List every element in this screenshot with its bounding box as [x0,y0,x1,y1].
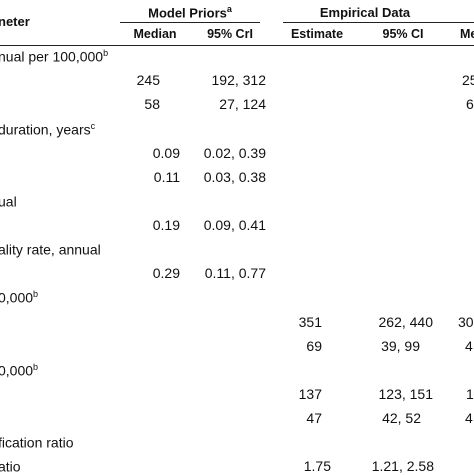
estimate-cell: 137 [298,386,322,402]
truncated-cell: 30 [458,314,474,330]
truncated-cell: 1 [466,386,474,402]
median-cell: 245 [136,72,160,88]
section-label: atio [0,458,21,475]
ci-cell: 42, 52 [382,410,421,426]
median-cell: 0.29 [152,265,180,281]
crl-cell: 0.11, 0.77 [204,265,266,281]
estimate-cell: 47 [306,410,322,426]
ci-cell: 1.21, 2.58 [371,458,434,474]
estimate-column-header: Estimate [290,27,344,41]
section-label: ality rate, annual [0,241,101,258]
estimate-cell: 69 [306,338,322,354]
empirical-data-rule [283,22,474,23]
section-label: duration, yearsc [0,121,96,138]
model-priors-group-label: Model Priors [148,5,227,21]
model-priors-rule [120,22,260,23]
crl-cell: 27, 124 [219,96,266,112]
ci-cell: 262, 440 [378,314,434,330]
model-priors-group-header: Model Priorsa [148,4,232,20]
truncated-cell: 4 [465,410,473,426]
section-label: 0,000b [0,362,39,379]
estimate-cell: 1.75 [303,458,331,474]
estimate-cell: 351 [298,314,322,330]
section-label: 0,000b [0,289,39,306]
model-priors-footnote: a [226,4,232,14]
truncated-column-header: Me [460,27,474,41]
median-cell: 0.11 [153,169,180,185]
ci-cell: 123, 151 [378,386,434,402]
median-cell: 0.19 [152,217,180,233]
ci-column-header: 95% CI [382,27,424,41]
median-column-header: Median [133,27,177,41]
median-cell: 0.09 [152,145,180,161]
median-cell: 58 [144,96,160,112]
crl-cell: 192, 312 [211,72,267,88]
crl-cell: 0.02, 0.39 [203,145,266,161]
ci-cell: 39, 99 [381,338,420,354]
section-label: nual per 100,000b [0,48,109,65]
crl-column-header: 95% CrI [207,27,253,41]
truncated-cell: 4 [465,338,473,354]
empirical-data-group-header: Empirical Data [319,5,411,20]
crl-cell: 0.03, 0.38 [203,169,266,185]
parameter-column-header: neter [0,14,30,29]
header-bottom-rule [0,45,474,46]
truncated-cell: 25 [462,72,474,88]
crl-cell: 0.09, 0.41 [203,217,266,233]
section-label: ual [0,193,17,210]
section-label: fication ratio [0,434,74,451]
truncated-cell: 6 [466,96,474,112]
